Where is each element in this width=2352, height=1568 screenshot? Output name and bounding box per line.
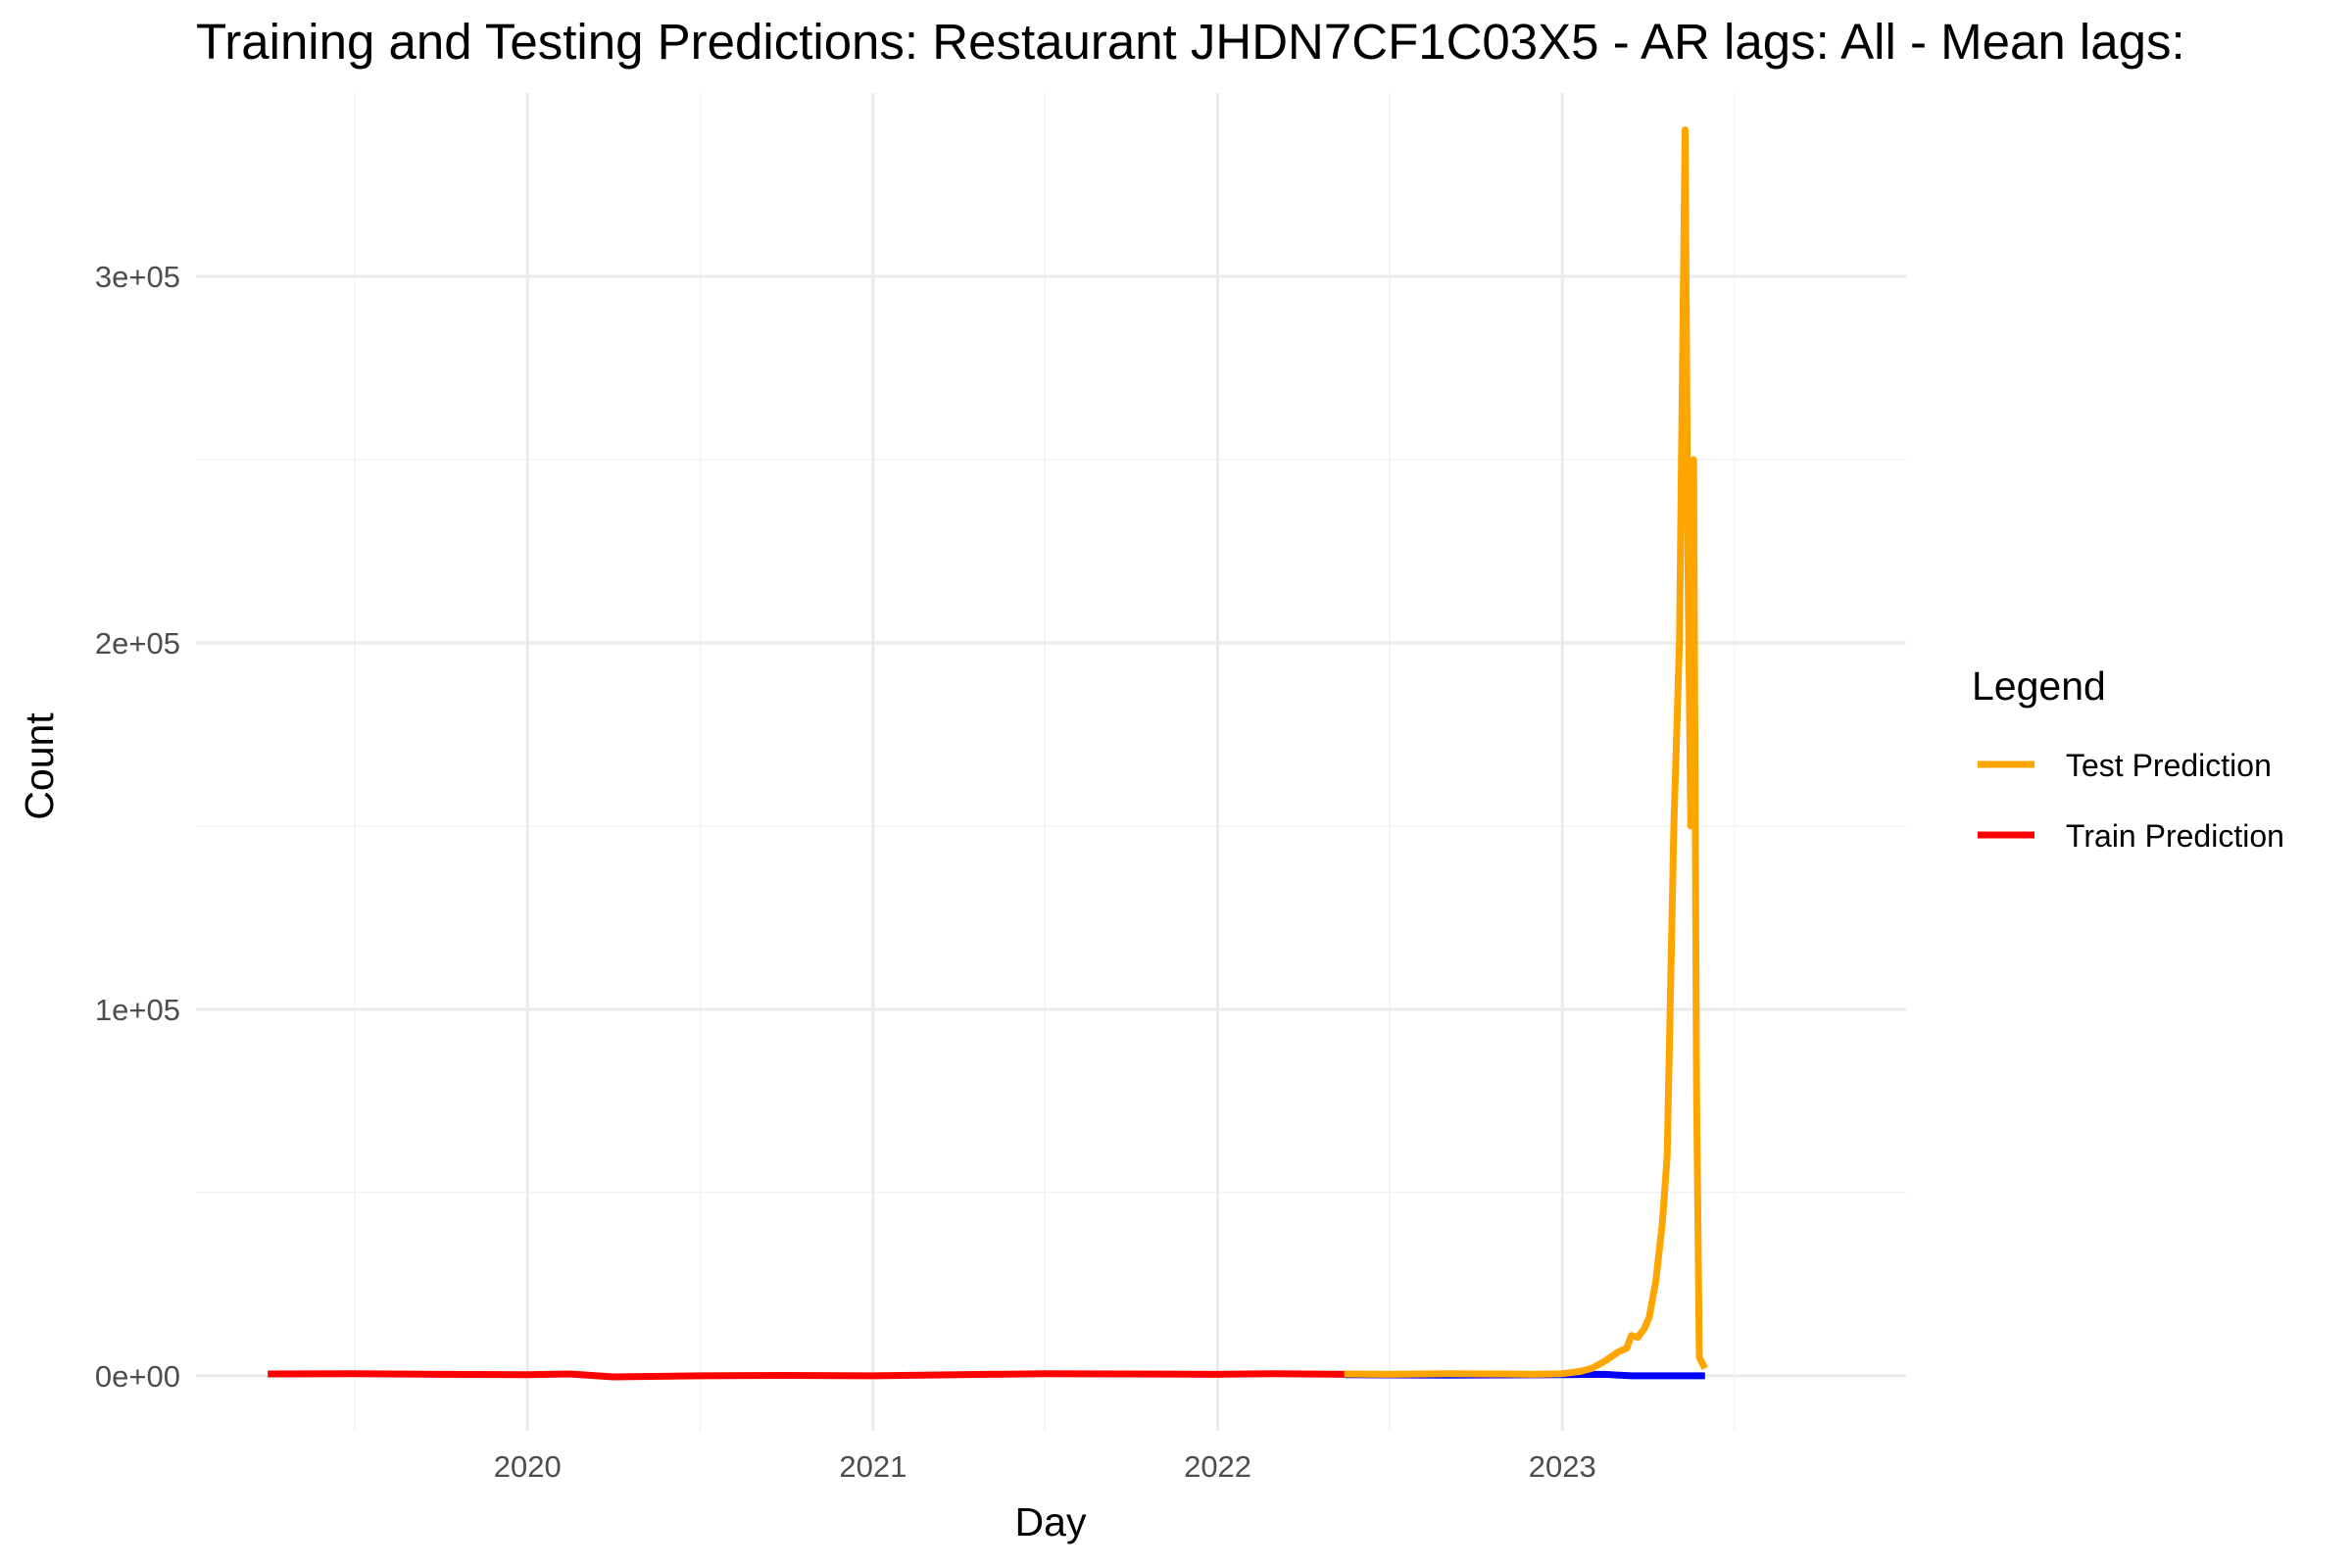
x-tick-label: 2020 [494,1449,562,1484]
series-line-test-prediction [1344,125,1708,1378]
legend-label-test-prediction: Test Prediction [2066,748,2272,783]
y-axis-title: Count [17,712,62,820]
legend-title: Legend [1972,663,2106,709]
y-tick-labels: 0e+00 1e+05 2e+05 3e+05 [95,260,180,1394]
x-tick-label: 2022 [1184,1449,1251,1484]
x-tick-labels: 2020 2021 2022 2023 [494,1449,1596,1484]
series-line-train-prediction [268,1370,1345,1381]
chart-title: Training and Testing Predictions: Restau… [196,14,2185,70]
y-tick-label: 3e+05 [95,260,180,294]
legend-label-train-prediction: Train Prediction [2066,818,2284,854]
grid [196,93,1906,1431]
x-tick-label: 2021 [839,1449,906,1484]
x-axis-title: Day [1015,1499,1087,1544]
y-tick-label: 0e+00 [95,1359,180,1394]
legend: Legend Test Prediction Train Prediction [1972,663,2284,854]
x-tick-label: 2023 [1529,1449,1596,1484]
series-lines [268,125,1708,1381]
y-tick-label: 2e+05 [95,626,180,661]
y-tick-label: 1e+05 [95,993,180,1027]
